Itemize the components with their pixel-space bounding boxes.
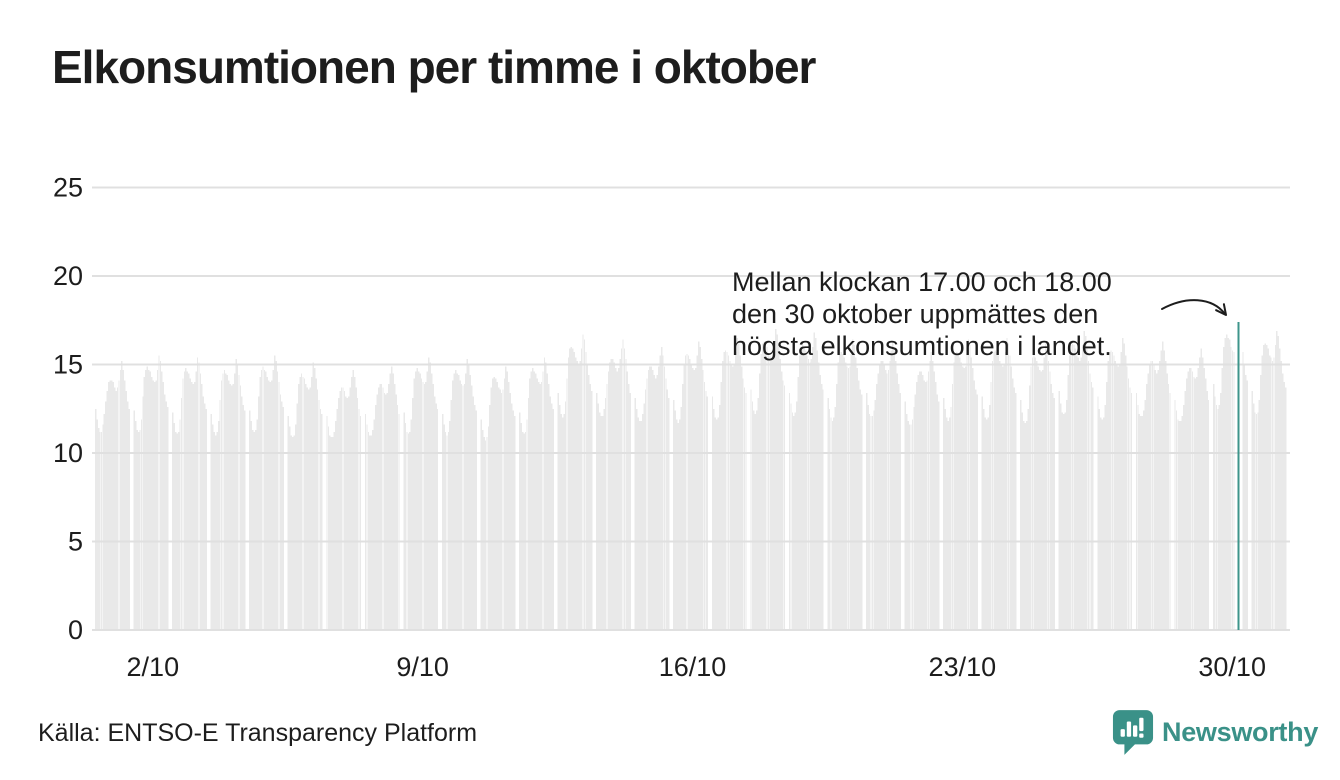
- svg-text:0: 0: [68, 615, 83, 645]
- newsworthy-logo: Newsworthy: [1112, 709, 1318, 756]
- svg-text:9/10: 9/10: [396, 652, 449, 682]
- annotation-line: högsta elkonsumtionen i landet.: [732, 331, 1112, 361]
- svg-text:16/10: 16/10: [659, 652, 727, 682]
- svg-text:15: 15: [53, 350, 83, 380]
- svg-text:10: 10: [53, 438, 83, 468]
- annotation-line: Mellan klockan 17.00 och 18.00: [732, 267, 1112, 297]
- annotation-line: den 30 oktober uppmättes den: [732, 299, 1099, 329]
- svg-text:5: 5: [68, 527, 83, 557]
- svg-text:23/10: 23/10: [929, 652, 997, 682]
- newsworthy-speech-bubble-bar-chart-icon: [1112, 710, 1154, 755]
- annotation-callout: Mellan klockan 17.00 och 18.00 den 30 ok…: [732, 266, 1202, 362]
- svg-text:20: 20: [53, 261, 83, 291]
- source-caption: Källa: ENTSO-E Transparency Platform: [38, 719, 478, 747]
- newsworthy-wordmark: Newsworthy: [1162, 717, 1319, 747]
- svg-text:25: 25: [53, 173, 83, 203]
- svg-text:30/10: 30/10: [1198, 652, 1266, 682]
- chart-title: Elkonsumtionen per timme i oktober: [52, 41, 816, 93]
- svg-text:2/10: 2/10: [127, 652, 180, 682]
